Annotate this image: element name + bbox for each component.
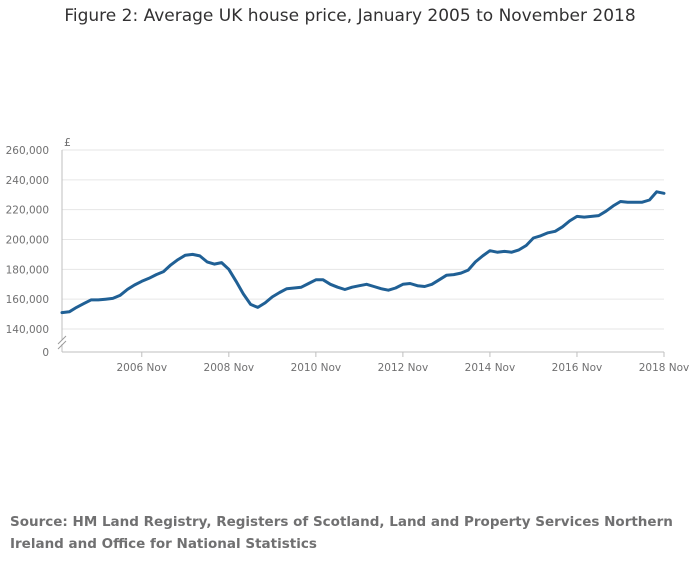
x-tick-label: 2014 Nov — [465, 362, 516, 374]
y-tick-label: 220,000 — [6, 205, 49, 217]
y-tick-label: 160,000 — [6, 294, 49, 306]
x-tick-label: 2006 Nov — [117, 362, 168, 374]
source-note: Source: HM Land Registry, Registers of S… — [10, 514, 673, 552]
x-tick-label: 2010 Nov — [291, 362, 342, 374]
line-chart: 0 140,000 160,000 180,000 200,000 220,000 240,… — [6, 136, 690, 374]
axis-break-mark — [57, 340, 67, 350]
x-tick-label: 2008 Nov — [204, 362, 255, 374]
axis-break-mark — [57, 335, 67, 345]
chart-title: Figure 2: Average UK house price, Januar… — [64, 6, 636, 26]
x-tick-label: 2018 Nov — [639, 362, 690, 374]
y-tick-label: 240,000 — [6, 175, 49, 187]
y-axis-label: £ — [64, 136, 71, 149]
x-tick-label: 2016 Nov — [552, 362, 603, 374]
series-line — [60, 190, 666, 315]
y-tick-label: 200,000 — [6, 235, 49, 247]
x-tick-label: 2012 Nov — [378, 362, 429, 374]
y-tick-label: 180,000 — [6, 264, 49, 276]
y-tick-label: 0 — [42, 347, 49, 359]
y-tick-label: 260,000 — [6, 145, 49, 157]
y-tick-label: 140,000 — [6, 324, 49, 336]
